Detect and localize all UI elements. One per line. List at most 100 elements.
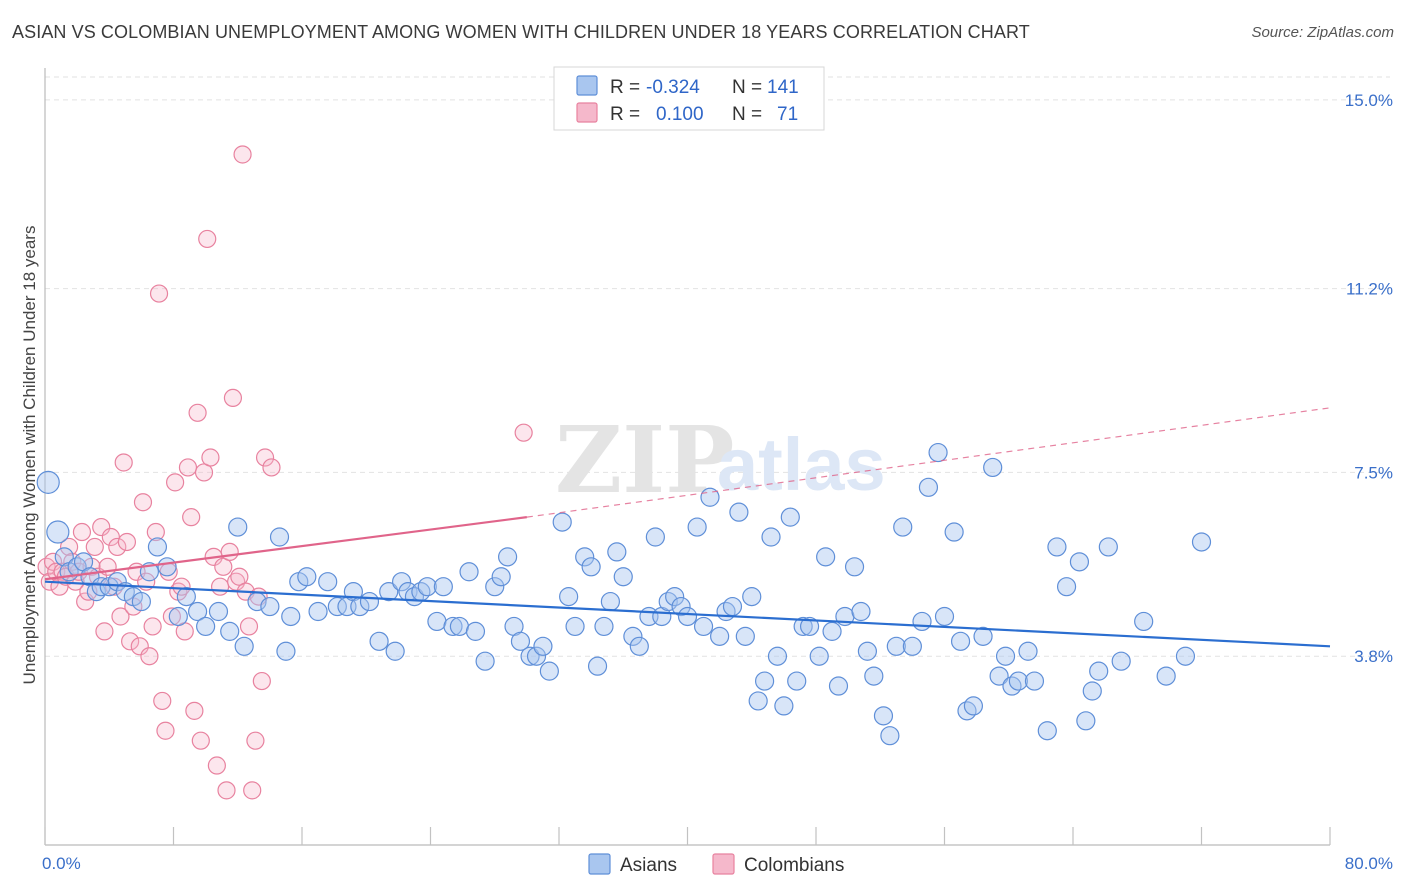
asian-point [645, 527, 665, 547]
asian-point [934, 606, 955, 627]
colombian-point [207, 756, 226, 775]
asian-point [851, 601, 871, 622]
asian-point [491, 567, 511, 587]
legend-box [553, 66, 825, 131]
asian-point [761, 527, 781, 547]
asian-point [1111, 651, 1131, 671]
asian-point [950, 631, 971, 651]
colombian-point [198, 229, 217, 249]
asian-point [520, 646, 540, 666]
asian-point [1098, 537, 1118, 557]
bottom-legend-asian-label: Asians [620, 855, 677, 876]
asian-point [983, 457, 1003, 478]
asian-point [1024, 671, 1045, 691]
legend-asian-r-label: R = [610, 77, 640, 98]
colombian-point [143, 617, 162, 636]
axes [44, 68, 1331, 846]
asian-point [844, 557, 865, 577]
asian-point [767, 646, 788, 666]
asian-point [613, 567, 633, 587]
asian-point [710, 626, 730, 646]
asian-point [1037, 721, 1057, 741]
colombian-point [114, 453, 133, 472]
asian-point [693, 616, 714, 637]
asian-point [665, 587, 685, 607]
colombian-point [243, 781, 262, 800]
asian-point [131, 591, 151, 612]
y-tick-label: 15.0% [1345, 91, 1393, 110]
asian-point [575, 547, 595, 567]
asian-point [944, 522, 964, 542]
asian-point [433, 577, 453, 597]
colombian-point [201, 448, 220, 467]
asian-point [281, 606, 301, 627]
colombian-point [166, 473, 185, 492]
colombian-point [178, 458, 198, 477]
asian-point [1191, 532, 1212, 552]
watermark-zip: ZIP [555, 406, 734, 514]
y-tick-label: 11.2% [1346, 280, 1393, 299]
asian-point [369, 631, 389, 651]
asian-point [857, 641, 878, 661]
asian-point [995, 646, 1016, 666]
asian-point [816, 547, 836, 567]
asian-point [427, 611, 447, 632]
asian-point [228, 517, 248, 537]
asian-point [722, 596, 743, 617]
x-tick-label-max: 80.0% [1345, 854, 1393, 873]
colombian-point [72, 522, 92, 542]
colombian-point [133, 493, 153, 512]
asian-point [208, 601, 229, 622]
asian-point [498, 547, 518, 567]
grid-lines [45, 76, 1390, 657]
colombian-point [66, 572, 85, 591]
asian-point [443, 616, 463, 637]
asian-point [902, 636, 922, 656]
bottom-legend-asian-swatch [588, 853, 611, 875]
asian-point [157, 557, 177, 577]
x-tick-label-min: 0.0% [42, 854, 81, 873]
colombian-point [191, 731, 210, 750]
asian-point [880, 726, 900, 746]
asian-point [729, 502, 749, 522]
asian-point [957, 701, 977, 721]
colombian-trend-line [44, 516, 528, 581]
asian-point [1056, 577, 1077, 597]
asian-point [1175, 646, 1196, 666]
colombian-point [188, 403, 207, 422]
asian-point [187, 601, 208, 622]
asian-point [1076, 711, 1096, 731]
colombian-point [172, 577, 191, 596]
asian-point [327, 596, 347, 617]
asian-point [748, 691, 768, 711]
colombian-point [252, 671, 271, 691]
asian-point [417, 577, 437, 597]
colombian-point [92, 517, 111, 537]
colombian-point [220, 542, 239, 562]
asian-point [297, 567, 317, 587]
colombian-point [233, 145, 252, 164]
asian-point [36, 470, 60, 494]
colombian-point [153, 691, 172, 711]
asian-point [809, 646, 829, 666]
asian-point [359, 591, 380, 612]
colombian-point [514, 423, 533, 442]
asian-point [893, 517, 913, 537]
asian-point [912, 611, 932, 632]
asian-point [196, 616, 216, 637]
colombian-point [111, 607, 130, 626]
colombian-point [130, 637, 149, 656]
asian-point [260, 596, 280, 617]
colombian-point [117, 532, 137, 552]
asian-point [1082, 681, 1102, 701]
colombian-point [162, 607, 181, 626]
legend-colombian-r-value: 0.100 [656, 104, 704, 125]
asian-point [565, 616, 585, 637]
asian-point [1134, 611, 1154, 632]
asian-point [1002, 676, 1022, 696]
asian-point [787, 671, 807, 691]
asian-point [308, 601, 328, 622]
asian-point [46, 520, 70, 544]
bottom-legend-colombian-label: Colombians [744, 855, 844, 876]
correlation-legend: R = -0.324 N = 141 R = 0.100 N = 71 [553, 66, 825, 131]
